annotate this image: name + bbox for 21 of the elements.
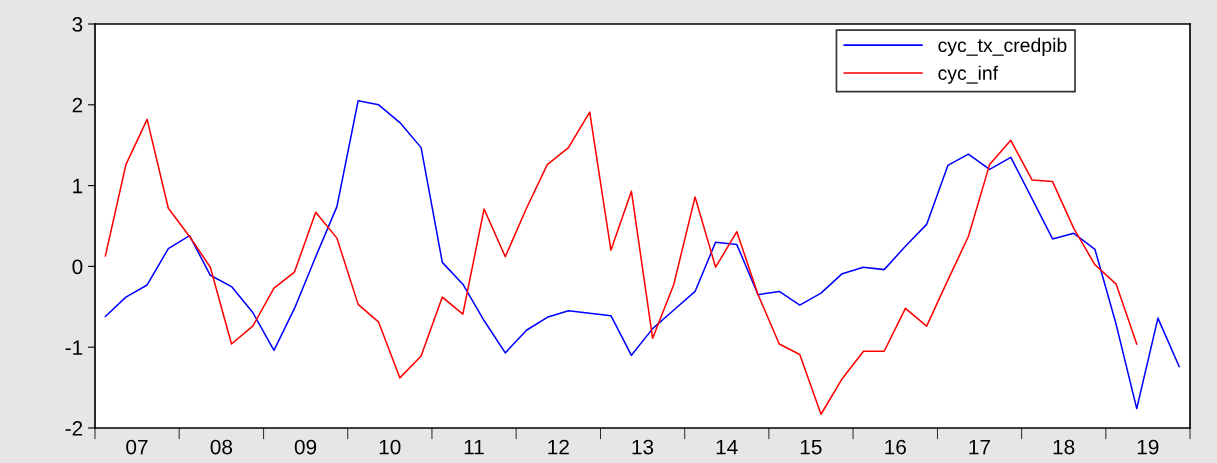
y-tick-label: 0 xyxy=(72,259,83,275)
x-tick-label: 09 xyxy=(294,439,317,455)
x-tick-label: 15 xyxy=(800,439,822,455)
y-tick-label: 1 xyxy=(73,178,83,194)
y-tick-label: -2 xyxy=(65,421,83,436)
x-tick-label: 12 xyxy=(548,439,569,455)
x-tick-label: 19 xyxy=(1137,439,1159,455)
x-tick-label: 11 xyxy=(464,439,484,455)
x-tick-label: 17 xyxy=(969,439,990,455)
x-tick-label: 07 xyxy=(126,439,148,455)
legend-label: cyc_tx_credpib xyxy=(938,37,1067,56)
x-tick-label: 18 xyxy=(1053,439,1075,455)
x-tick-label: 14 xyxy=(716,439,738,455)
x-tick-label: 08 xyxy=(210,439,233,455)
x-tick-label: 16 xyxy=(885,439,906,455)
y-tick-label: 2 xyxy=(72,97,83,113)
legend-label: cyc_inf xyxy=(938,65,999,84)
y-tick-label: -1 xyxy=(65,340,83,355)
x-tick-label: 10 xyxy=(379,439,401,455)
y-tick-label: 3 xyxy=(72,17,83,32)
x-tick-label: 13 xyxy=(632,439,654,455)
